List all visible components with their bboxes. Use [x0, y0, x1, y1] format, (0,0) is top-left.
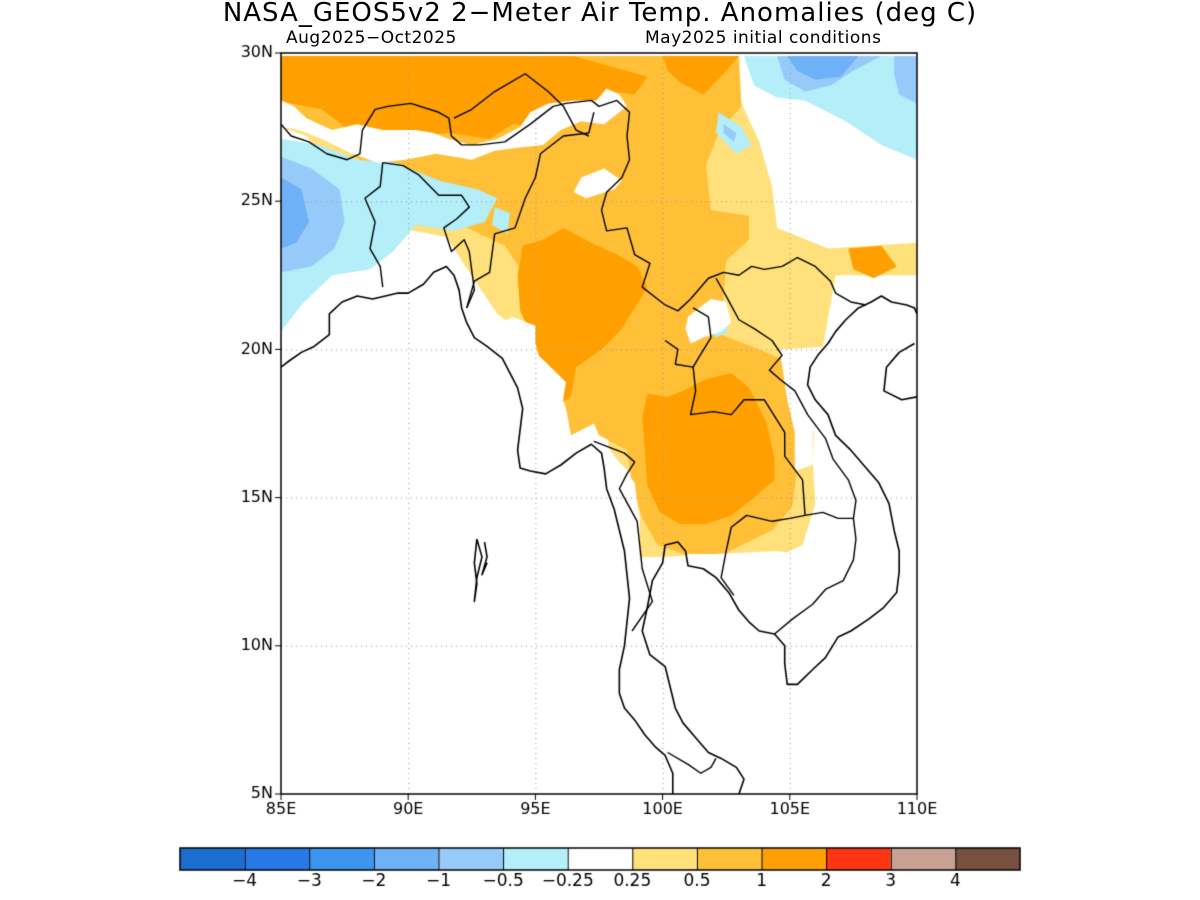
- map-title: NASA_GEOS5v2 2−Meter Air Temp. Anomalies…: [222, 0, 978, 28]
- initial-conditions: May2025 initial conditions: [645, 28, 882, 48]
- forecast-period: Aug2025−Oct2025: [286, 28, 457, 48]
